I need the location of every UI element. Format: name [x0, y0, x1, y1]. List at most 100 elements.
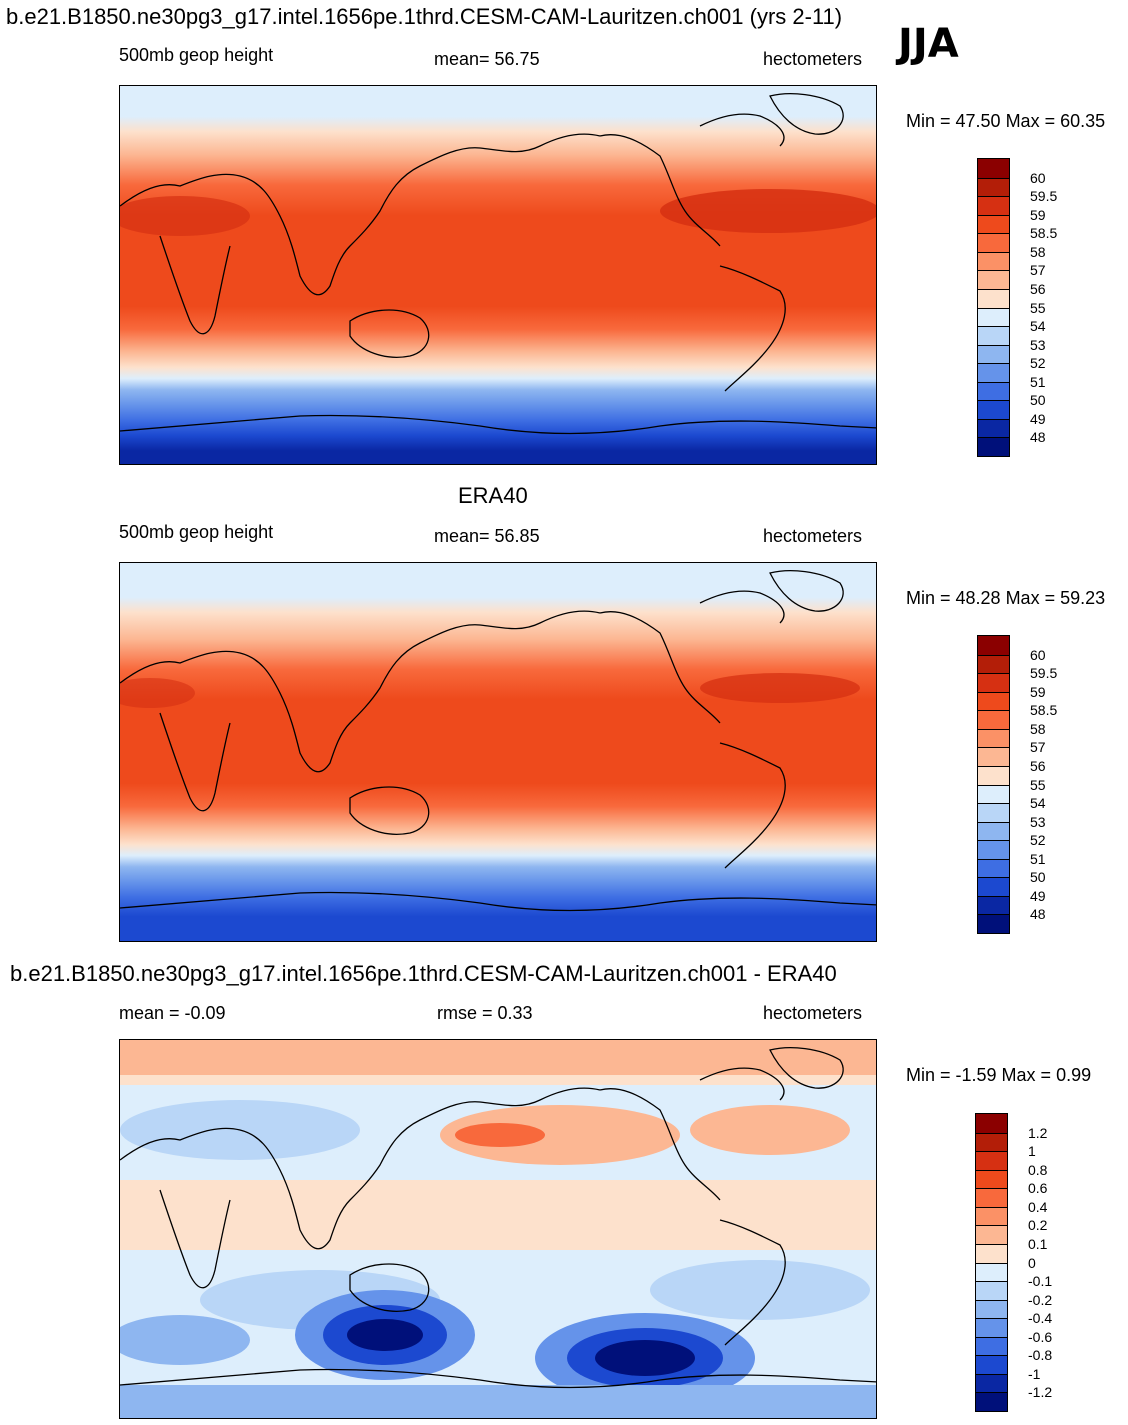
colorbar-label: 0.1 [1028, 1235, 1048, 1252]
colorbar-swatch [978, 858, 1009, 878]
panel-3-colorbar: 1.2 1 0.8 0.6 0.4 0.2 0.1 0 -0.1 -0.2 -0.4 -0.6 -0.8… [975, 1113, 1052, 1412]
panel-3-rmse: rmse = 0.33 [437, 1003, 533, 1023]
colorbar-swatch [976, 1281, 1007, 1300]
colorbar-label: 54 [1030, 795, 1046, 812]
colorbar-swatch [976, 1151, 1007, 1170]
panel-1-minmax: Min = 47.50 Max = 60.35 [906, 111, 1106, 131]
colorbar-swatch [978, 400, 1009, 419]
colorbar-label: 49 [1030, 410, 1046, 427]
colorbar-label: 60 [1030, 169, 1046, 186]
colorbar-swatch [978, 914, 1009, 933]
colorbar-swatch [978, 765, 1009, 785]
colorbar-label: -0.4 [1028, 1310, 1053, 1327]
colorbar-label: 59 [1030, 206, 1046, 223]
colorbar-swatch [978, 288, 1009, 308]
panel-1-coastlines [120, 93, 876, 435]
colorbar-swatch [978, 159, 1009, 178]
colorbar-swatch [978, 270, 1009, 289]
colorbar-swatch [976, 1114, 1007, 1133]
colorbar-swatch [978, 895, 1009, 915]
colorbar-label: 58.5 [1030, 225, 1058, 242]
colorbar-swatch [978, 710, 1009, 729]
colorbar-swatch [978, 654, 1009, 674]
colorbar-swatch [978, 437, 1009, 456]
panel-2-coastlines [120, 570, 876, 912]
colorbar-swatch [976, 1336, 1007, 1356]
panel-2-title: ERA40 [458, 483, 528, 508]
colorbar-swatch [978, 326, 1009, 345]
panel-2-map-svg [120, 563, 876, 941]
colorbar-label: 57 [1030, 262, 1046, 279]
colorbar-swatch [978, 233, 1009, 252]
colorbar-label: 52 [1030, 355, 1046, 372]
colorbar-label: 55 [1030, 299, 1046, 316]
colorbar-swatch [978, 840, 1009, 859]
colorbar-swatch [978, 673, 1009, 692]
colorbar-label: 55 [1030, 776, 1046, 793]
colorbar-label: 0.8 [1028, 1161, 1048, 1178]
colorbar-label: 50 [1030, 869, 1046, 886]
colorbar-swatch [976, 1299, 1007, 1319]
colorbar-label: 59.5 [1030, 188, 1058, 205]
colorbar-label: -0.8 [1028, 1347, 1053, 1364]
colorbar-label: 56 [1030, 757, 1046, 774]
panel-1-map-svg [120, 86, 876, 464]
colorbar-label: 0 [1028, 1254, 1036, 1271]
colorbar-swatch [978, 728, 1009, 748]
colorbar-label: 59.5 [1030, 665, 1058, 682]
colorbar-swatch [976, 1392, 1007, 1411]
panel-2-colorbar: 60 59.5 59 58.5 58 57 56 55 54 53 52 51 50 49 48 [977, 635, 1057, 934]
colorbar-swatch [978, 214, 1009, 234]
colorbar-label: 56 [1030, 280, 1046, 297]
panel-3-map-svg [120, 1040, 876, 1418]
colorbar-label: 48 [1030, 429, 1046, 446]
colorbar-swatch [976, 1225, 1007, 1244]
panel-3-units: hectometers [763, 1003, 863, 1023]
panel-3-coastlines [120, 1047, 876, 1389]
colorbar-swatch [978, 177, 1009, 197]
colorbar-swatch [978, 691, 1009, 711]
colorbar-label: 0.2 [1028, 1217, 1048, 1234]
colorbar-label: 1 [1028, 1143, 1036, 1160]
colorbar-swatch [976, 1318, 1007, 1337]
colorbar-label: 51 [1030, 850, 1046, 867]
colorbar-swatch [978, 418, 1009, 438]
colorbar-swatch [976, 1243, 1007, 1263]
colorbar-label: 48 [1030, 906, 1046, 923]
panel-2-mean: mean= 56.85 [434, 526, 540, 546]
colorbar-label: 59 [1030, 683, 1046, 700]
colorbar-swatch [976, 1206, 1007, 1226]
panel-2-map [119, 562, 877, 942]
panel-3-mean: mean = -0.09 [119, 1003, 226, 1023]
panel-1-field-label: 500mb geop height [119, 45, 274, 65]
panel-2-field-label: 500mb geop height [119, 522, 274, 542]
colorbar-swatch [978, 821, 1009, 841]
season-label: JJA [898, 21, 959, 67]
colorbar-label: 49 [1030, 887, 1046, 904]
colorbar-swatch [976, 1132, 1007, 1152]
panel-1-map [119, 85, 877, 465]
colorbar-swatch [978, 344, 1009, 364]
colorbar-swatch [976, 1188, 1007, 1207]
colorbar-label: 50 [1030, 392, 1046, 409]
panel-1-mean: mean= 56.75 [434, 49, 540, 69]
panel-1-units: hectometers [763, 49, 863, 69]
panel-3-minmax: Min = -1.59 Max = 0.99 [906, 1065, 1092, 1085]
colorbar-swatch [976, 1355, 1007, 1374]
colorbar-swatch [978, 363, 1009, 382]
panel-2-minmax: Min = 48.28 Max = 59.23 [906, 588, 1106, 608]
colorbar-label: 57 [1030, 739, 1046, 756]
colorbar-label: -0.1 [1028, 1273, 1053, 1290]
colorbar-swatch [978, 636, 1009, 655]
colorbar-label: 1.2 [1028, 1124, 1048, 1141]
panel-3-title: b.e21.B1850.ne30pg3_g17.intel.1656pe.1th… [10, 961, 837, 986]
colorbar-label: -1.2 [1028, 1384, 1053, 1401]
colorbar-label: 54 [1030, 318, 1046, 335]
colorbar-swatch [978, 803, 1009, 822]
colorbar-label: 60 [1030, 646, 1046, 663]
panel-3-map [119, 1039, 877, 1419]
colorbar-swatch [978, 307, 1009, 327]
panel-1-colorbar: 60 59.5 59 58.5 58 57 56 55 54 53 52 51 50 49 48 [977, 158, 1057, 457]
colorbar-label: -1 [1028, 1365, 1041, 1382]
colorbar-label: 53 [1030, 336, 1046, 353]
